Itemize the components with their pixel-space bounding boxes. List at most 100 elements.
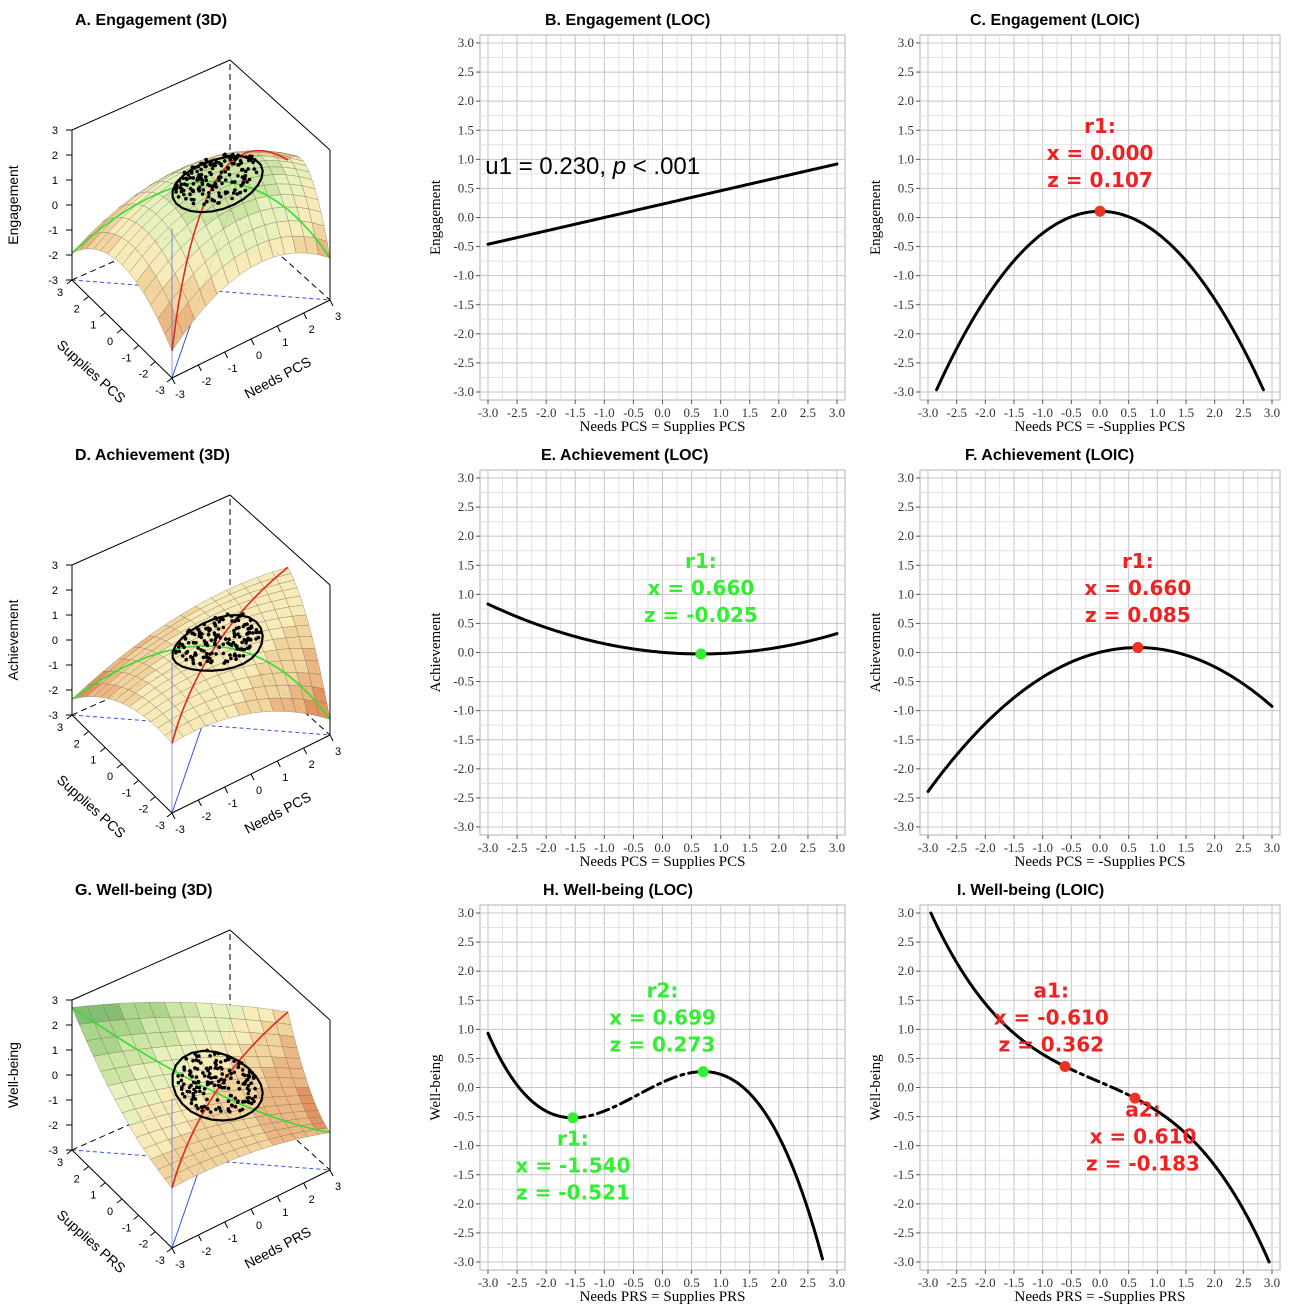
data-point — [179, 1078, 184, 1083]
data-point — [204, 178, 208, 183]
line-chart-engagement-loc: -3.0 -2.5 -2.0 -1.5 -1.0 -0.5 0.0 0.5 1.0 1.5 2.0 2… — [428, 34, 846, 435]
data-point — [193, 651, 198, 655]
x-tick — [329, 1169, 334, 1177]
y-tick-label: 3.0 — [898, 470, 914, 485]
y-tick-label: -1.0 — [893, 268, 914, 283]
x-tick-label: 3 — [335, 1181, 341, 1193]
data-point — [175, 183, 179, 187]
data-point — [205, 199, 209, 204]
data-point — [181, 176, 185, 180]
data-point — [208, 1065, 213, 1070]
data-point — [236, 632, 240, 636]
annotation-text: x = 0.660 — [647, 576, 754, 600]
data-point — [236, 1080, 240, 1085]
data-point — [210, 651, 214, 656]
y-tick-label: 2.5 — [458, 499, 474, 514]
x-tick-label: 0.0 — [1092, 405, 1108, 420]
data-point — [214, 617, 219, 621]
data-point — [240, 640, 244, 645]
x-tick-label: 0.0 — [654, 405, 670, 420]
data-point — [205, 1106, 210, 1111]
x-tick — [276, 325, 281, 333]
data-point — [202, 1087, 207, 1091]
data-point — [219, 1077, 223, 1082]
y-axis-label: Engagement — [428, 179, 444, 255]
data-point — [246, 631, 250, 635]
y-tick — [150, 361, 156, 367]
x-tick-label: 1.0 — [1149, 405, 1165, 420]
panel-title: I. Well-being (LOIC) — [957, 882, 1105, 899]
x-tick — [276, 760, 281, 768]
data-point — [204, 655, 208, 659]
data-point — [211, 163, 215, 167]
data-point — [247, 1088, 251, 1093]
x-tick-label: 1.5 — [742, 840, 758, 855]
data-point — [248, 618, 253, 623]
y-tick-label: -1.5 — [453, 1167, 474, 1182]
y-tick-label: -1.5 — [893, 732, 914, 747]
x-tick-label: 2.0 — [1207, 405, 1223, 420]
x-tick-label: 0 — [256, 785, 262, 797]
data-point — [233, 1104, 238, 1109]
data-point — [196, 164, 200, 169]
x-tick-label: -1.0 — [594, 1275, 615, 1290]
z-tick-label: -1 — [48, 225, 58, 237]
data-point — [251, 631, 255, 635]
annotation-text: r1: — [685, 549, 717, 573]
data-point — [191, 176, 195, 180]
x-tick-label: -2.5 — [946, 1275, 967, 1290]
y-tick-label: -3 — [155, 1255, 165, 1267]
annotation-text: x = 0.610 — [1090, 1125, 1197, 1149]
data-point — [191, 631, 195, 636]
y-tick-label: 1.0 — [898, 151, 914, 166]
loc-line — [171, 1011, 289, 1189]
data-point — [241, 180, 246, 185]
annotation-text: z = 0.107 — [1047, 168, 1153, 192]
data-point — [188, 176, 192, 180]
y-tick-label: 0 — [107, 1206, 113, 1218]
data-point — [233, 156, 238, 161]
y-tick — [150, 1231, 156, 1237]
data-point — [219, 195, 223, 199]
line-chart-achievement-loc: -3.0 -2.5 -2.0 -1.5 -1.0 -0.5 0.0 0.5 1.0 1.5 2.0 2… — [428, 469, 846, 870]
x-tick-label: -1.0 — [1032, 405, 1053, 420]
x-tick-label: 2 — [309, 1194, 315, 1206]
data-point — [209, 1076, 214, 1080]
y-tick — [116, 1198, 123, 1204]
data-point — [228, 1093, 233, 1098]
data-point — [240, 1107, 245, 1112]
x-tick-label: -1 — [228, 798, 238, 810]
y-tick-label: 1.0 — [898, 586, 914, 601]
annotation-text: x = 0.660 — [1084, 576, 1191, 600]
data-point — [247, 646, 251, 650]
x-tick-label: -2.0 — [536, 405, 557, 420]
x-tick — [250, 773, 255, 781]
data-point — [205, 1066, 209, 1071]
y-tick-label: 0.5 — [458, 1050, 474, 1065]
data-point — [182, 1065, 186, 1069]
data-point — [190, 171, 194, 175]
data-point — [227, 637, 231, 641]
y-tick — [83, 730, 89, 736]
x-tick-label: 1.5 — [742, 1275, 758, 1290]
y-tick-label: -1.5 — [453, 297, 474, 312]
data-point — [213, 641, 217, 646]
data-point — [246, 1073, 251, 1078]
annotation-text: x = 0.699 — [609, 1005, 716, 1029]
y-tick — [150, 796, 156, 802]
x-tick-label: -0.5 — [623, 840, 644, 855]
data-point — [194, 626, 199, 630]
data-point — [223, 152, 227, 157]
y-tick — [133, 1214, 139, 1220]
data-point — [191, 189, 195, 194]
data-point — [180, 642, 184, 647]
data-point — [190, 165, 195, 170]
z-tick-label: 1 — [52, 175, 58, 187]
y-axis-label: Well-being — [868, 1054, 884, 1121]
x-tick-label: -3 — [175, 1259, 185, 1271]
data-point — [252, 1076, 256, 1080]
x-tick-label: 0.5 — [1121, 405, 1137, 420]
data-point — [230, 196, 234, 201]
data-point — [232, 1059, 236, 1063]
x-axis-label: Needs PCS = Supplies PCS — [580, 419, 746, 435]
